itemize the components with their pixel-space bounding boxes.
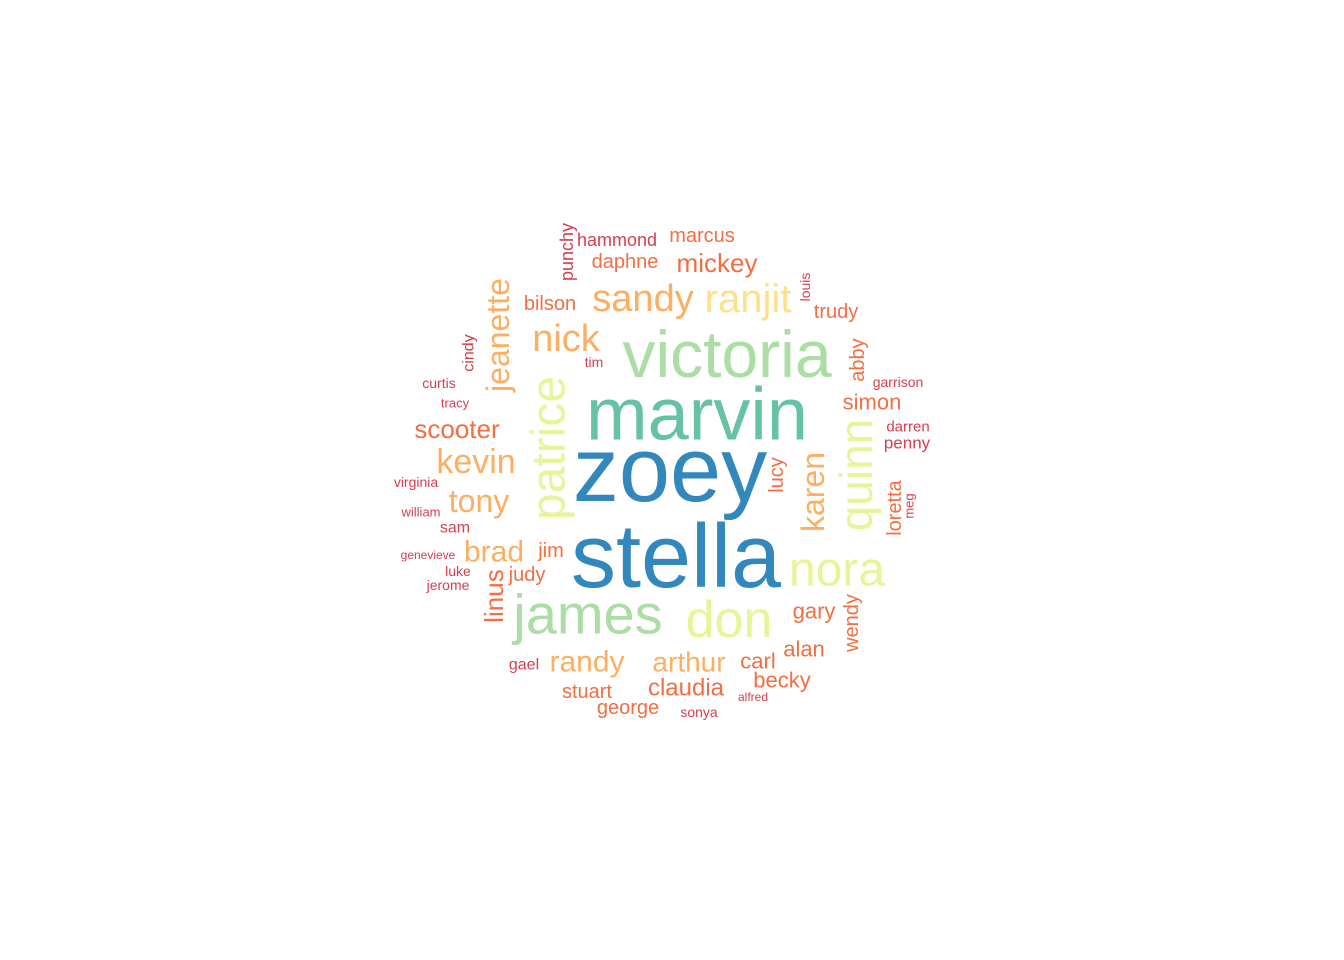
word-trudy: trudy (814, 301, 858, 323)
word-curtis: curtis (422, 375, 455, 391)
word-wendy: wendy (841, 594, 863, 653)
word-genevieve: genevieve (401, 548, 456, 562)
word-marcus: marcus (669, 225, 735, 247)
word-meg: meg (902, 493, 917, 518)
word-loretta: loretta (884, 479, 906, 535)
word-claudia: claudia (648, 675, 725, 702)
word-kevin: kevin (436, 443, 515, 481)
word-stella: stella (571, 507, 782, 607)
word-stuart: stuart (562, 681, 612, 703)
word-luke: luke (445, 563, 471, 579)
word-darren: darren (886, 419, 929, 436)
word-karen: karen (795, 452, 831, 532)
word-jerome: jerome (426, 577, 470, 593)
word-james: james (511, 583, 662, 646)
word-hammond: hammond (577, 230, 657, 250)
word-simon: simon (843, 390, 902, 415)
word-arthur: arthur (652, 647, 725, 678)
word-brad: brad (464, 536, 524, 569)
word-jim: jim (537, 540, 564, 562)
word-jeanette: jeanette (480, 278, 516, 393)
word-randy: randy (549, 646, 624, 679)
word-tim: tim (585, 354, 604, 370)
word-sandy: sandy (592, 278, 693, 320)
word-garrison: garrison (873, 374, 924, 390)
word-gael: gael (509, 657, 539, 674)
word-daphne: daphne (592, 251, 659, 273)
word-scooter: scooter (414, 414, 500, 444)
word-marvin: marvin (586, 373, 808, 456)
word-tony: tony (449, 483, 509, 519)
word-lucy: lucy (766, 457, 788, 493)
word-punchy: punchy (557, 223, 577, 281)
word-becky: becky (753, 668, 810, 693)
word-victoria: victoria (622, 317, 831, 391)
word-linus: linus (479, 569, 509, 622)
word-alan: alan (783, 637, 825, 662)
word-mickey: mickey (677, 248, 758, 278)
word-gary: gary (793, 599, 836, 624)
word-patrice: patrice (523, 376, 576, 520)
word-cindy: cindy (461, 334, 478, 371)
word-ranjit: ranjit (705, 277, 792, 321)
word-nick: nick (532, 318, 601, 360)
word-sonya: sonya (680, 704, 718, 720)
word-judy: judy (508, 564, 546, 586)
word-william: william (401, 505, 441, 520)
word-penny: penny (884, 434, 931, 453)
word-carl: carl (740, 649, 775, 674)
word-louis: louis (797, 273, 813, 302)
word-bilson: bilson (524, 293, 576, 315)
word-zoey: zoey (573, 419, 767, 521)
word-nora: nora (789, 544, 885, 597)
word-don: don (686, 591, 773, 649)
word-virginia: virginia (394, 474, 439, 490)
word-quinn: quinn (830, 419, 882, 532)
word-abby: abby (847, 338, 869, 381)
word-george: george (597, 697, 659, 719)
word-alfred: alfred (738, 690, 768, 704)
word-tracy: tracy (441, 396, 470, 411)
word-sam: sam (440, 520, 470, 537)
